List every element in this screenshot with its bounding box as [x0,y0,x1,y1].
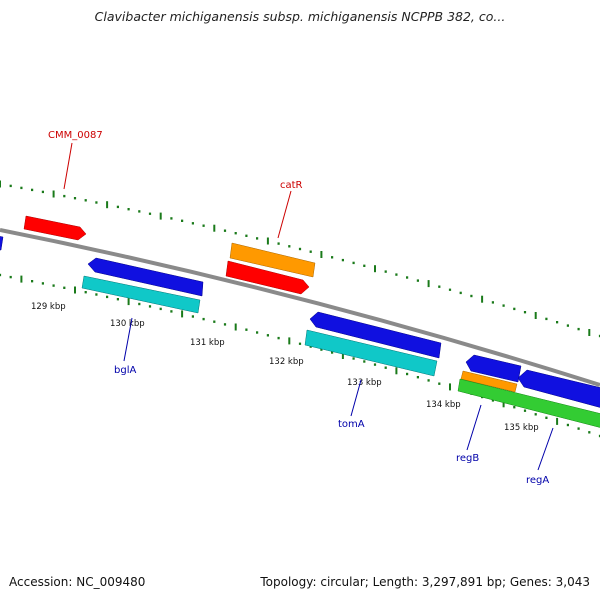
kbp-label: 130 kbp [110,319,145,329]
gene-regb-orange-band[interactable] [460,370,518,393]
kbp-label: 135 kbp [504,423,539,433]
gene-bgla-cyan-band[interactable] [81,275,201,314]
kbp-label: 132 kbp [269,357,304,367]
gene-label-rega[interactable]: regA [526,475,549,486]
gene-bgla-arrow[interactable] [87,257,204,297]
kbp-label: 134 kbp [426,400,461,410]
gene-toma-cyan-band[interactable] [304,329,438,377]
gene-rega-green-band[interactable] [457,378,600,428]
genome-backbone [0,228,600,387]
gene-toma-arrow[interactable] [309,311,442,359]
gene-edge-arrow[interactable] [0,236,4,251]
leader-line-catr [277,190,292,239]
gene-label-catr[interactable]: catR [280,180,303,191]
leader-line-bgla [123,317,133,362]
kbp-label: 133 kbp [347,378,382,388]
gene-label-toma[interactable]: tomA [338,419,365,430]
inner-tick-ring [0,273,600,438]
gene-label-regb[interactable]: regB [456,453,479,464]
gene-cmm0087-arrow[interactable] [23,215,87,241]
gene-catr-red-arrow[interactable] [225,260,310,295]
gene-regb-arrow[interactable] [465,354,522,383]
outer-tick-ring [0,180,600,338]
kbp-label: 129 kbp [31,302,66,312]
gene-label-cmm0087[interactable]: CMM_0087 [48,130,103,141]
accession-text: Accession: NC_009480 [9,575,146,589]
gene-label-bgla[interactable]: bglA [114,365,136,376]
leader-line-rega [537,427,554,471]
gene-catr-orange-band[interactable] [229,242,316,278]
leader-line-regb [466,404,482,451]
gene-rega-arrow[interactable] [517,369,600,408]
topology-summary: Topology: circular; Length: 3,297,891 bp… [260,575,590,589]
leader-line-cmm0087 [63,142,73,190]
kbp-label: 131 kbp [190,338,225,348]
leader-line-toma [350,379,362,417]
map-title: Clavibacter michiganensis subsp. michiga… [94,9,506,24]
position-labels: 129 kbp 130 kbp 131 kbp 132 kbp 133 kbp … [31,302,539,433]
